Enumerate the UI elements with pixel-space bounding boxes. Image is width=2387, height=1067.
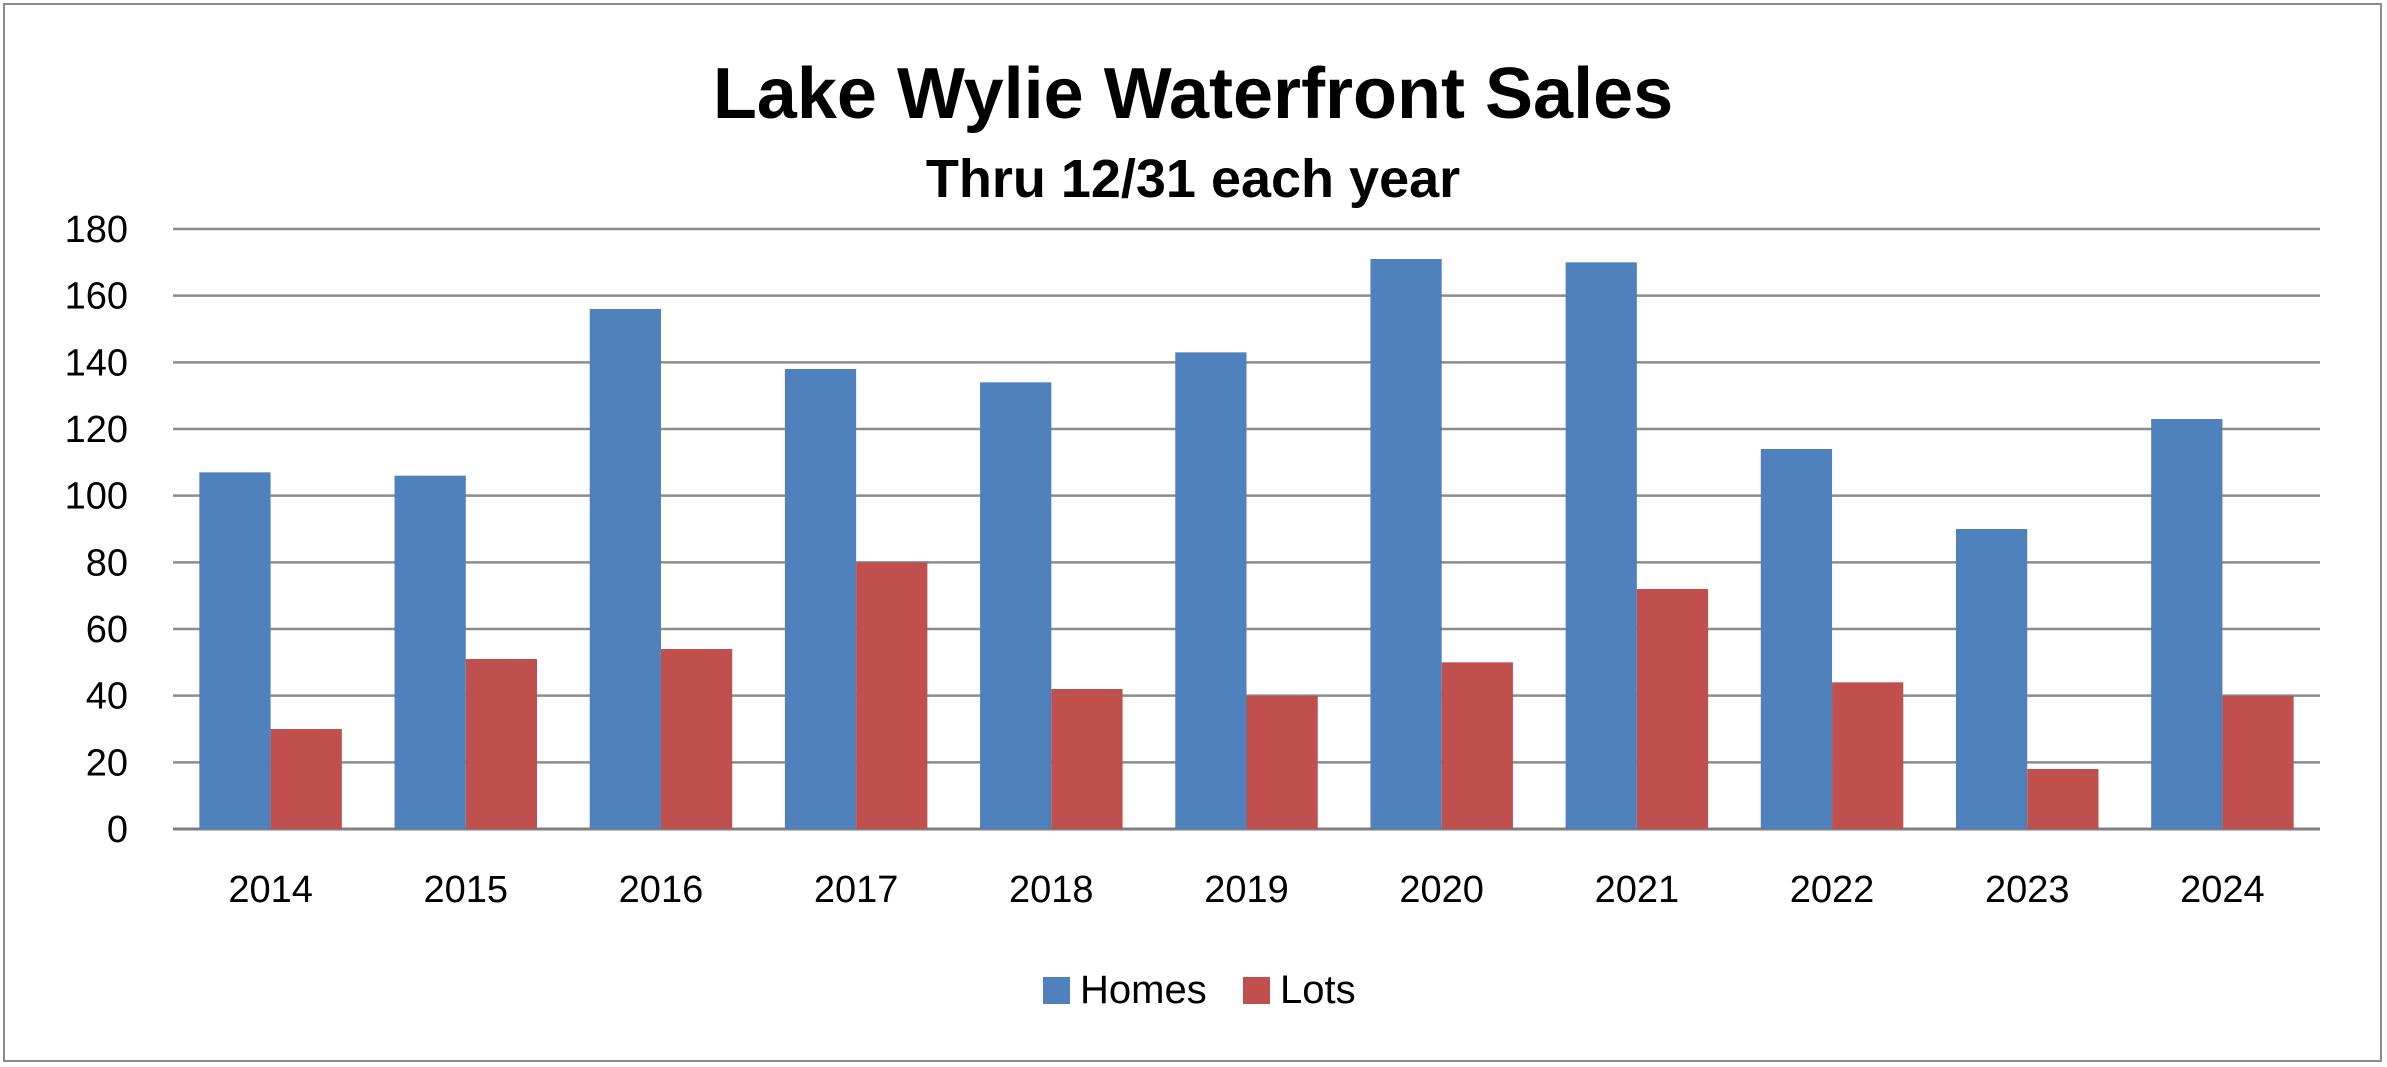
bar-homes-2018 xyxy=(980,382,1052,829)
bar-lots-2021 xyxy=(1636,589,1709,829)
bar-lots-2018 xyxy=(1051,689,1123,829)
bar-lots-2019 xyxy=(1246,695,1318,829)
y-tick-label: 40 xyxy=(86,676,128,718)
legend-label-homes: Homes xyxy=(1080,968,1207,1012)
bar-lots-2014 xyxy=(270,729,342,829)
bar-lots-2023 xyxy=(2027,769,2099,829)
bar-homes-2015 xyxy=(394,475,466,829)
y-tick-label: 60 xyxy=(86,609,128,651)
bar-lots-2016 xyxy=(660,649,733,829)
y-tick-label: 80 xyxy=(86,542,128,584)
y-tick-label: 0 xyxy=(107,809,128,851)
bar-homes-2020 xyxy=(1370,259,1442,829)
bar-lots-2022 xyxy=(1832,682,1904,829)
y-tick-label: 100 xyxy=(65,476,128,518)
x-tick-label: 2024 xyxy=(2180,869,2265,911)
bar-lots-2015 xyxy=(465,659,538,829)
y-axis-ticks: 0 20 40 60 80 100 120 140 160 180 xyxy=(65,209,128,851)
y-tick-label: 120 xyxy=(65,409,128,451)
legend-swatch-homes xyxy=(1043,977,1070,1004)
bar-homes-2017 xyxy=(784,369,857,829)
y-tick-label: 140 xyxy=(65,342,128,384)
bar-homes-2021 xyxy=(1565,262,1637,829)
x-tick-label: 2022 xyxy=(1790,869,1875,911)
y-tick-label: 160 xyxy=(65,276,128,318)
bar-homes-2016 xyxy=(589,309,661,829)
x-tick-label: 2017 xyxy=(814,869,899,911)
bar-homes-2023 xyxy=(1955,529,2028,829)
y-tick-label: 180 xyxy=(65,209,128,251)
bar-lots-2020 xyxy=(1441,662,1513,829)
bar-lots-2017 xyxy=(856,562,928,829)
x-tick-label: 2021 xyxy=(1595,869,1680,911)
x-tick-label: 2023 xyxy=(1985,869,2070,911)
bar-homes-2022 xyxy=(1760,449,1833,829)
bars xyxy=(199,259,2294,829)
bar-lots-2024 xyxy=(2222,695,2294,829)
legend: Homes Lots xyxy=(1043,968,1356,1012)
x-tick-label: 2016 xyxy=(619,869,704,911)
bar-homes-2024 xyxy=(2151,419,2223,829)
x-tick-label: 2020 xyxy=(1399,869,1484,911)
chart-title: Lake Wylie Waterfront Sales xyxy=(713,54,1673,134)
x-tick-label: 2018 xyxy=(1009,869,1094,911)
x-tick-label: 2019 xyxy=(1204,869,1289,911)
legend-label-lots: Lots xyxy=(1280,968,1356,1012)
y-tick-label: 20 xyxy=(86,742,128,784)
x-tick-label: 2014 xyxy=(228,869,313,911)
bar-homes-2019 xyxy=(1175,352,1247,829)
x-axis-ticks: 2014 2015 2016 2017 2018 2019 2020 2021 2022 2023… xyxy=(228,869,2264,911)
bar-homes-2014 xyxy=(199,472,271,829)
chart-subtitle: Thru 12/31 each year xyxy=(926,149,1460,209)
legend-swatch-lots xyxy=(1243,977,1270,1004)
x-tick-label: 2015 xyxy=(423,869,508,911)
